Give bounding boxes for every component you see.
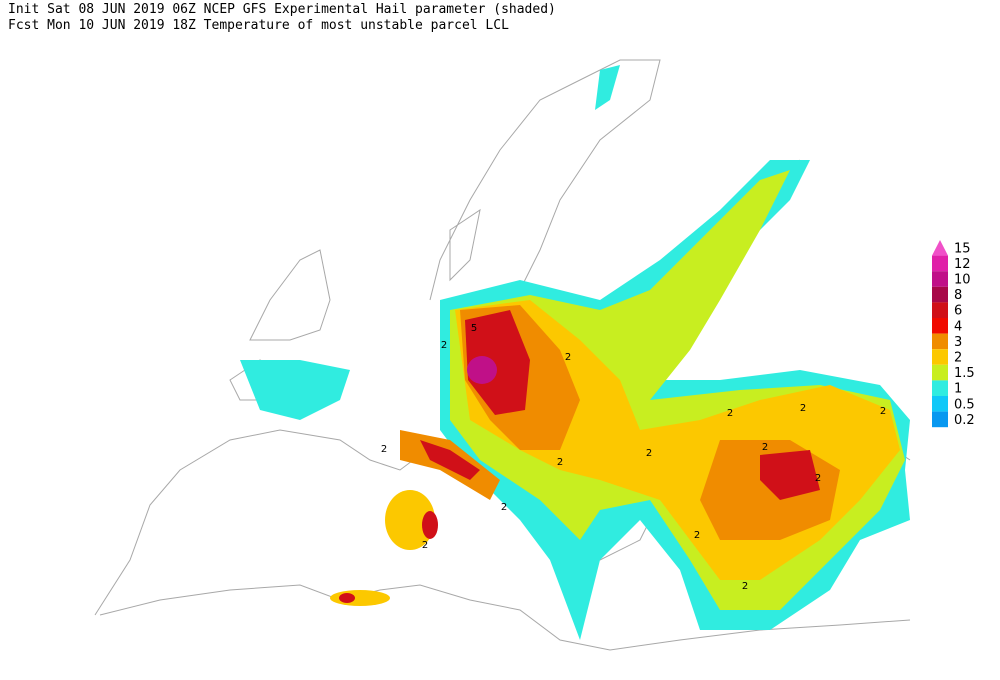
legend-swatch: [932, 302, 948, 318]
contour-label: 2: [800, 403, 806, 414]
contour-label: 2: [727, 408, 733, 419]
contour-label: 2: [441, 340, 447, 351]
legend-label: 3: [954, 335, 962, 350]
legend-swatch: [932, 286, 948, 303]
shading: [240, 65, 910, 640]
legend-label: 6: [954, 304, 962, 319]
contour-label: 2: [694, 530, 700, 541]
legend-label: 15: [954, 241, 971, 256]
legend-swatch: [932, 411, 948, 428]
legend-label: 8: [954, 288, 962, 303]
legend-swatch: [932, 240, 948, 256]
contour-label: 2: [742, 581, 748, 592]
legend-label: 0.5: [954, 397, 975, 412]
header-line: Fcst Mon 10 JUN 2019 18Z Temperature of …: [8, 18, 509, 33]
legend-swatch: [932, 396, 948, 412]
legend-label: 10: [954, 273, 971, 288]
legend-swatch: [932, 271, 948, 287]
contour-label: 2: [422, 540, 428, 551]
contour-labels: 5 2 2 2 2 2 2 2 2 2 2 2 2 2 2: [381, 323, 886, 592]
legend-label: 12: [954, 257, 971, 272]
legend-label: 1.5: [954, 366, 975, 381]
contour-label: 5: [471, 323, 477, 334]
legend-label: 4: [954, 319, 962, 334]
legend-swatch: [932, 318, 948, 334]
contour-label: 2: [762, 442, 768, 453]
header-line: Init Sat 08 JUN 2019 06Z NCEP GFS Experi…: [8, 2, 556, 17]
contour-label: 2: [565, 352, 571, 363]
legend-label: 1: [954, 382, 962, 397]
legend-label: 0.2: [954, 413, 975, 428]
contour-label: 2: [646, 448, 652, 459]
contour-label: 2: [815, 473, 821, 484]
contour-label: 2: [381, 444, 387, 455]
legend-label: 2: [954, 351, 962, 366]
legend-swatch: [932, 333, 948, 350]
contour-label: 2: [557, 457, 563, 468]
legend-swatch: [932, 380, 948, 396]
legend-swatch: [932, 255, 948, 272]
contour-label: 2: [501, 502, 507, 513]
legend-swatch: [932, 364, 948, 381]
legend-swatch: [932, 349, 948, 365]
contour-label: 2: [880, 406, 886, 417]
